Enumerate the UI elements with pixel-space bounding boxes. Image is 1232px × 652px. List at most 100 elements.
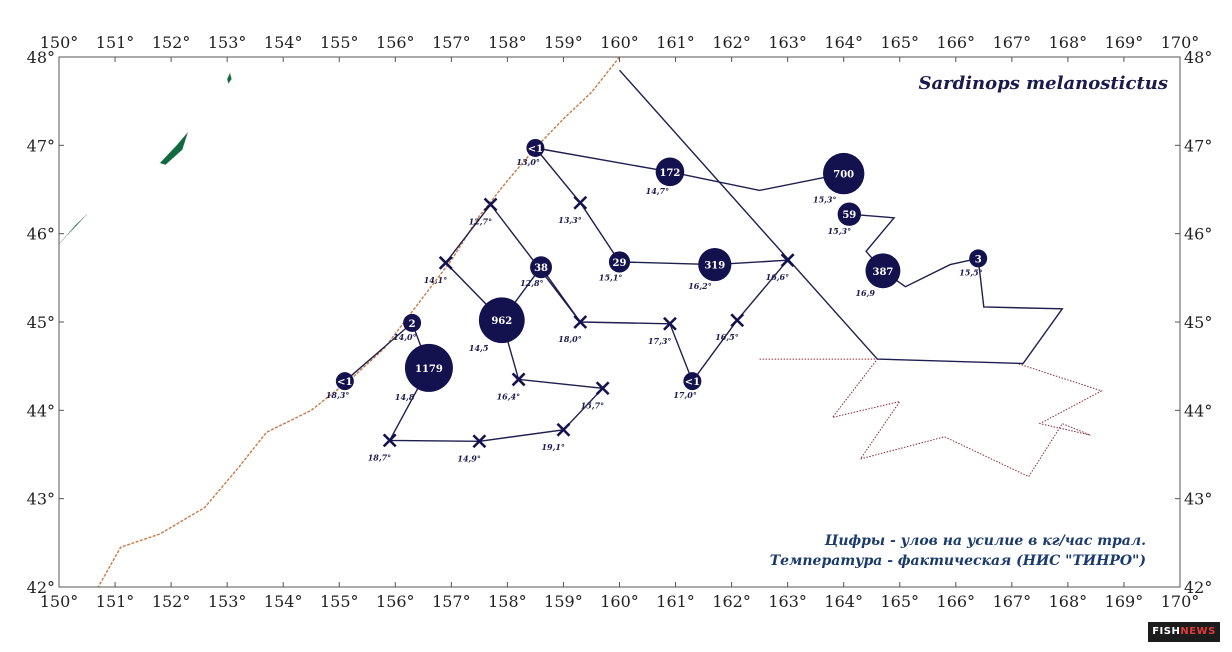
survey-zone-boundary	[759, 358, 1103, 478]
lon-label-top: 168°	[1049, 33, 1088, 52]
lon-label-top: 166°	[937, 33, 976, 52]
land-layer	[58, 71, 232, 245]
station-circle	[404, 343, 453, 392]
catch-station: 2	[403, 313, 422, 332]
cross-station	[483, 197, 498, 212]
temperature-label: 12,8°	[520, 278, 543, 288]
legend-line-temperature: Температура - фактическая (НИС "ТИНРО")	[770, 553, 1146, 569]
cross-station	[438, 255, 453, 270]
lat-label-right: 44°	[1184, 401, 1212, 420]
temperature-label: 13,3°	[558, 215, 581, 225]
lon-label-bottom: 155°	[320, 592, 359, 611]
lon-label-top: 150°	[40, 33, 79, 52]
station-circle	[530, 256, 552, 279]
lon-label-top: 161°	[656, 33, 695, 52]
temperature-label: 12,7°	[469, 217, 492, 227]
lon-label-top: 155°	[320, 33, 359, 52]
cross-station	[556, 422, 571, 437]
catch-value-label: 2	[409, 319, 416, 330]
catch-value-label: <1	[337, 377, 352, 388]
catch-value-label: 29	[613, 258, 627, 269]
lat-label-left: 44°	[27, 401, 55, 420]
lon-label-bottom: 167°	[993, 592, 1032, 611]
cross-station	[595, 381, 610, 396]
temperature-label: 16,5°	[715, 332, 738, 342]
route-segment	[540, 266, 581, 323]
cross-stroke	[595, 381, 610, 396]
temperature-label: 15,3°	[813, 194, 836, 204]
catch-station: <1	[526, 138, 545, 157]
catch-station: 3	[969, 249, 988, 268]
temperature-label: 14,1°	[424, 275, 447, 285]
cross-station	[730, 313, 745, 328]
station-circle	[655, 157, 685, 187]
cross-station	[382, 433, 397, 448]
temperature-label: 18,3°	[326, 390, 349, 400]
lat-label-left: 42°	[27, 578, 55, 597]
catch-value-label: 700	[833, 170, 854, 181]
lat-label-left: 45°	[27, 313, 55, 332]
lon-label-bottom: 159°	[544, 592, 583, 611]
lon-label-bottom: 164°	[824, 592, 863, 611]
lon-label-bottom: 168°	[1049, 592, 1088, 611]
temperature-label: 14,9°	[457, 453, 480, 463]
cross-station	[573, 315, 588, 329]
cross-stroke	[511, 372, 526, 387]
catch-value-label: 1179	[415, 364, 443, 375]
temperature-label: 15,1°	[599, 273, 622, 283]
cross-stroke	[438, 255, 453, 270]
axis-ticks: 150° 150° 151° 151° 152° 152° 153° 153° 154° 154°…	[27, 33, 1213, 611]
lon-label-top: 160°	[600, 33, 639, 52]
catch-value-label: 3	[975, 254, 982, 265]
lon-label-bottom: 165°	[880, 592, 919, 611]
logo-part-fish: FISH	[1152, 626, 1181, 637]
station-circle	[403, 313, 422, 332]
catch-value-label: 962	[491, 316, 512, 327]
station-circle	[969, 249, 988, 268]
cross-station	[780, 253, 795, 268]
lon-label-bottom: 170°	[1161, 592, 1200, 611]
lon-label-bottom: 152°	[152, 592, 191, 611]
lon-label-top: 158°	[488, 33, 527, 52]
lat-label-left: 47°	[27, 136, 55, 155]
cross-stroke	[483, 197, 498, 212]
station-circle	[608, 251, 631, 273]
lon-label-bottom: 161°	[656, 592, 695, 611]
station-circle	[683, 372, 702, 391]
lat-label-left: 43°	[27, 490, 55, 509]
lon-label-top: 165°	[880, 33, 919, 52]
lon-label-bottom: 156°	[376, 592, 415, 611]
cross-stroke	[780, 253, 795, 268]
lon-label-bottom: 151°	[96, 592, 135, 611]
route-segment	[535, 147, 844, 192]
lat-label-right: 42°	[1184, 578, 1212, 597]
station-circle	[526, 138, 545, 157]
lon-label-bottom: 163°	[768, 592, 807, 611]
temperature-label: 15,5°	[959, 267, 982, 277]
lon-label-top: 153°	[208, 33, 247, 52]
cross-station	[663, 316, 677, 331]
temperature-label: 16,2°	[688, 281, 711, 291]
zero-catch-stations	[382, 195, 795, 449]
lon-label-top: 162°	[712, 33, 751, 52]
catch-value-label: 38	[534, 263, 548, 274]
lon-label-top: 163°	[768, 33, 807, 52]
fishnews-logo: FISHNEWS	[1148, 622, 1220, 642]
station-circle	[823, 152, 865, 195]
lon-label-bottom: 157°	[432, 592, 471, 611]
cross-stroke	[573, 195, 588, 210]
lon-label-bottom: 153°	[208, 592, 247, 611]
temperature-label: 17,0°	[673, 390, 696, 400]
map-title: Sardinops melanostictus	[918, 73, 1168, 94]
cross-stroke	[556, 422, 571, 437]
lon-label-top: 154°	[264, 33, 303, 52]
lon-label-top: 167°	[993, 33, 1032, 52]
catch-station: 387	[865, 253, 901, 289]
catch-station: 29	[608, 251, 631, 273]
lon-label-top: 152°	[152, 33, 191, 52]
catch-station: 700	[823, 152, 865, 195]
temperature-label: 16,6°	[766, 272, 789, 282]
station-circle	[865, 253, 901, 289]
